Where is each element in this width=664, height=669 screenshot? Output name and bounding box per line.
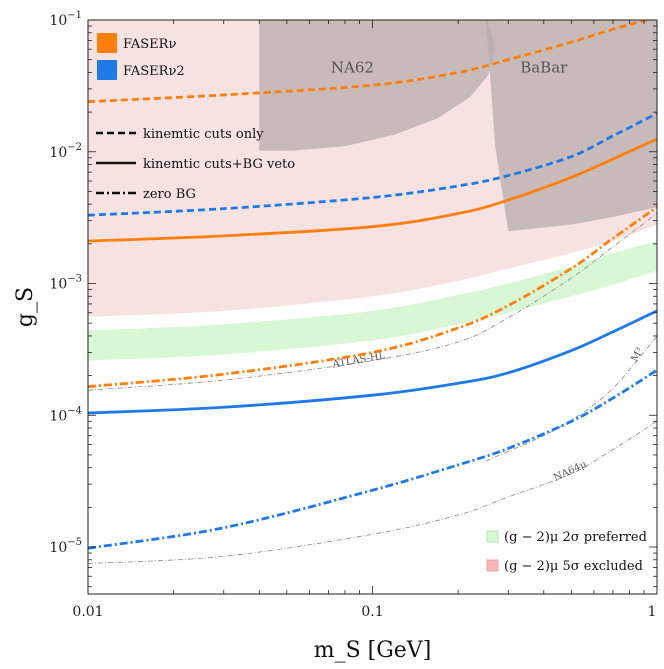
series-faser-2-zero-bg: [88, 368, 657, 550]
region-label-babar: BaBar: [520, 58, 568, 76]
curve-label-atlas-hl: ATLAS-HL: [331, 350, 387, 370]
curve-label-m3: M³: [629, 346, 646, 364]
legend: FASERν FASERν2 kinemtic cuts only kinemtic …: [96, 33, 647, 574]
curve-na64: [88, 420, 657, 564]
series-layer: [88, 20, 657, 550]
region-babar: [485, 20, 657, 232]
x-tick-label: 0.1: [361, 604, 383, 620]
region-label-na62: NA62: [331, 58, 374, 76]
curve-label-na64: NA64μ: [552, 459, 589, 484]
legend-band-swatch-g-2-2-preferred: [486, 530, 499, 543]
series-faser-kinemtic-cuts-bg-veto: [88, 137, 657, 243]
legend-label-faser: FASERν: [123, 37, 176, 52]
curve-m3: [485, 335, 657, 462]
series-faser-2-kinemtic-cuts-only: [88, 112, 657, 217]
legend-label-faser-2: FASERν2: [123, 64, 185, 79]
band-g-2-2-preferred: [88, 241, 657, 361]
y-tick-label: 10−4: [49, 405, 82, 424]
legend-style-label-zero-bg: zero BG: [143, 187, 196, 202]
x-tick-label: 1: [648, 604, 657, 620]
y-tick-label: 10−5: [49, 537, 82, 556]
legend-band-label-g-2-5-excluded: (g − 2)μ 5σ excluded: [504, 559, 643, 574]
x-axis-title: m_S [GeV]: [314, 638, 432, 663]
legend-swatch-faser-2: [97, 60, 117, 80]
series-faser-2-kinemtic-cuts-bg-veto: [88, 309, 657, 415]
legend-band-swatch-g-2-5-excluded: [486, 559, 499, 572]
axes-layer: 0.01 0.1 1 10−1 10−2 10−3 10−4 10−5 m_S [GeV] g_S: [13, 10, 658, 663]
series-faser-kinemtic-cuts-only: [88, 20, 653, 104]
y-tick-label: 10−3: [49, 274, 82, 293]
legend-band-label-g-2-2-preferred: (g − 2)μ 2σ preferred: [504, 530, 647, 545]
series-faser-zero-bg: [88, 205, 657, 389]
x-tick-label: 0.01: [72, 604, 103, 620]
y-axis-title: g_S: [13, 287, 38, 327]
curve-atlas-hl: [88, 213, 657, 391]
y-tick-label: 10−2: [49, 142, 82, 161]
legend-style-label-kinemtic-cuts-only: kinemtic cuts only: [143, 127, 264, 142]
legend-swatch-faser: [97, 33, 117, 53]
y-tick-label: 10−1: [49, 10, 82, 29]
legend-style-label-kinemtic-cuts-bg-veto: kinemtic cuts+BG veto: [143, 157, 295, 172]
